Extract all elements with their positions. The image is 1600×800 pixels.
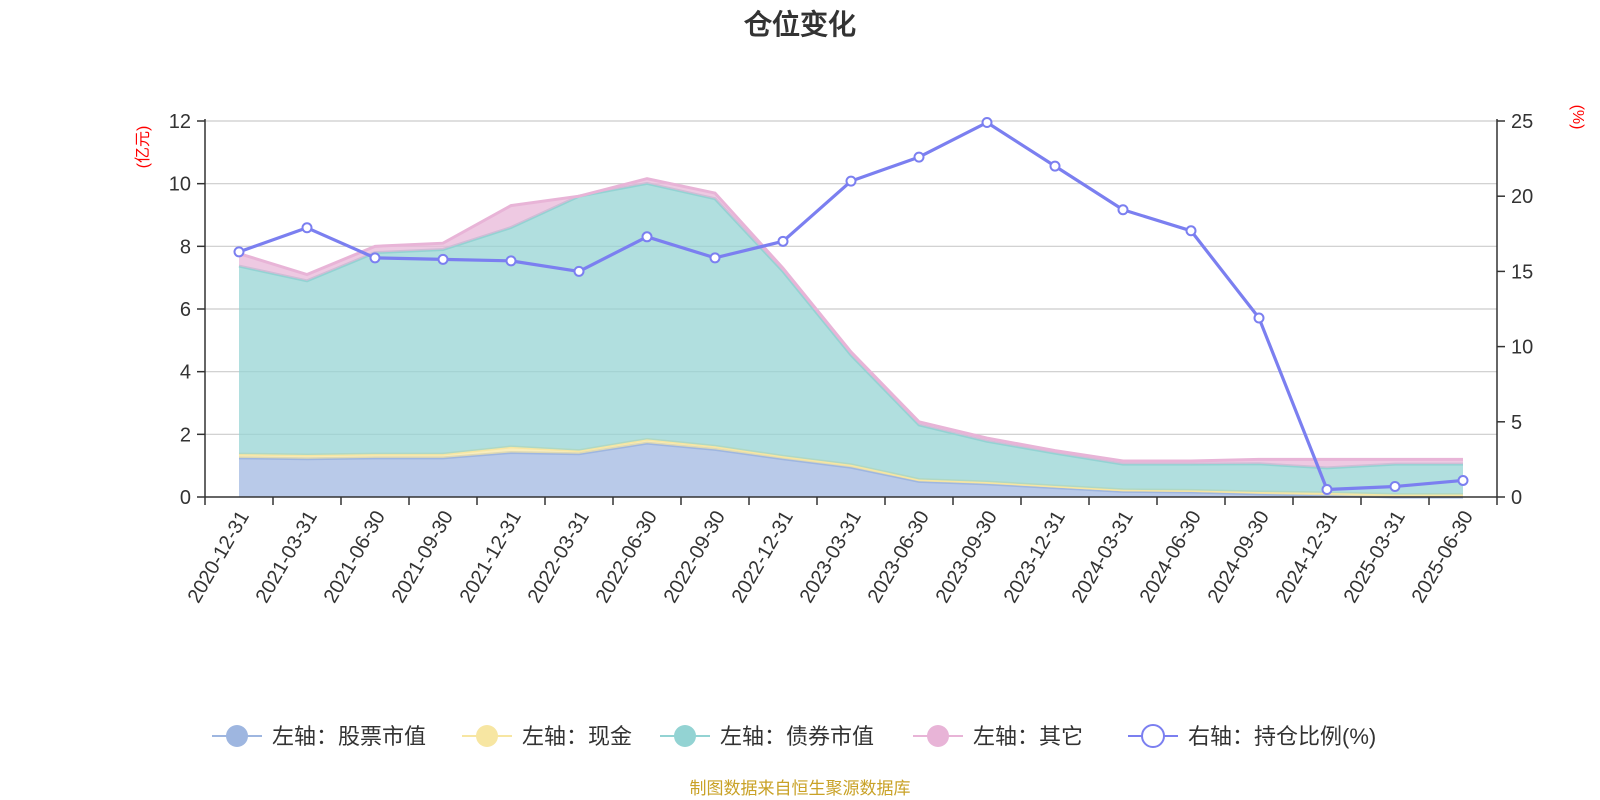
ratio-point xyxy=(369,252,381,264)
stacked-areas xyxy=(238,177,1463,499)
ratio-point xyxy=(301,222,313,234)
ratio-point xyxy=(1117,204,1129,216)
legend-item-1[interactable]: 左轴：现金 xyxy=(462,724,632,749)
x-tick-label: 2024-12-31 xyxy=(1272,507,1342,607)
ratio-point xyxy=(1457,474,1469,486)
ratio-point xyxy=(1253,312,1265,324)
ratio-point xyxy=(777,235,789,247)
right-tick-label: 15 xyxy=(1511,261,1533,283)
legend-label: 左轴：其它 xyxy=(973,724,1083,749)
ratio-point xyxy=(1321,483,1333,495)
left-axis-unit: (亿元) xyxy=(134,126,152,169)
right-tick-label: 0 xyxy=(1511,487,1522,509)
x-tick-label: 2023-03-31 xyxy=(796,507,866,607)
ratio-point xyxy=(709,252,721,264)
left-tick-label: 0 xyxy=(180,487,191,509)
left-tick-label: 6 xyxy=(180,299,191,321)
ratio-point xyxy=(233,246,245,258)
right-tick-label: 5 xyxy=(1511,412,1522,434)
legend-label: 右轴：持仓比例(%) xyxy=(1188,724,1376,749)
left-tick-label: 12 xyxy=(169,111,191,133)
x-tick-label: 2021-06-30 xyxy=(320,507,390,607)
legend-label: 左轴：债券市值 xyxy=(720,724,874,749)
x-tick-label: 2025-06-30 xyxy=(1408,507,1478,607)
x-tick-label: 2021-09-30 xyxy=(388,507,458,607)
x-tick-label: 2021-03-31 xyxy=(252,507,322,607)
ratio-point xyxy=(1185,225,1197,237)
right-tick-label: 10 xyxy=(1511,337,1533,359)
left-tick-label: 8 xyxy=(180,236,191,258)
legend-label: 左轴：股票市值 xyxy=(272,724,426,749)
x-tick-label: 2023-09-30 xyxy=(932,507,1002,607)
legend-item-2[interactable]: 左轴：债券市值 xyxy=(660,724,874,749)
right-tick-label: 20 xyxy=(1511,186,1533,208)
area-0 xyxy=(239,443,1463,497)
legend-marker xyxy=(476,725,498,747)
x-tick-label: 2024-09-30 xyxy=(1204,507,1274,607)
legend-marker xyxy=(927,725,949,747)
ratio-point xyxy=(437,253,449,265)
left-tick-label: 10 xyxy=(169,174,191,196)
legend-item-3[interactable]: 左轴：其它 xyxy=(913,724,1083,749)
x-tick-label: 2023-06-30 xyxy=(864,507,934,607)
x-tick-label: 2022-03-31 xyxy=(524,507,594,607)
ratio-point xyxy=(1389,480,1401,492)
area-edge-3 xyxy=(238,177,1463,463)
ratio-line xyxy=(233,117,1469,495)
data-source-note: 制图数据来自恒生聚源数据库 xyxy=(690,779,911,798)
x-tick-label: 2024-03-31 xyxy=(1068,507,1138,607)
legend-marker xyxy=(1141,724,1165,748)
ratio-point xyxy=(1049,160,1061,172)
ratio-point xyxy=(845,175,857,187)
left-tick-label: 2 xyxy=(180,424,191,446)
x-tick-label: 2021-12-31 xyxy=(456,507,526,607)
legend-item-4[interactable]: 右轴：持仓比例(%) xyxy=(1128,724,1376,749)
legend-marker xyxy=(226,725,248,747)
x-tick-label: 2023-12-31 xyxy=(1000,507,1070,607)
x-tick-label: 2022-12-31 xyxy=(728,507,798,607)
x-tick-label: 2022-06-30 xyxy=(592,507,662,607)
right-axis-unit: (%) xyxy=(1569,105,1586,130)
left-tick-label: 4 xyxy=(180,362,191,384)
legend-item-0[interactable]: 左轴：股票市值 xyxy=(212,724,426,749)
ratio-point xyxy=(913,151,925,163)
right-tick-label: 25 xyxy=(1511,111,1533,133)
legend-marker xyxy=(674,725,696,747)
ratio-point xyxy=(981,117,993,129)
legend[interactable]: 左轴：股票市值 左轴：现金 左轴：债券市值 左轴：其它 右轴：持仓比例(%) xyxy=(212,724,1376,749)
ratio-point xyxy=(573,265,585,277)
ratio-point xyxy=(641,231,653,243)
area-2 xyxy=(239,183,1463,495)
legend-label: 左轴：现金 xyxy=(522,724,632,749)
x-tick-label: 2025-03-31 xyxy=(1340,507,1410,607)
chart-title: 仓位变化 xyxy=(744,8,856,40)
x-tick-label: 2024-06-30 xyxy=(1136,507,1206,607)
x-tick-label: 2020-12-31 xyxy=(184,507,254,607)
ratio-point xyxy=(505,255,517,267)
x-tick-label: 2022-09-30 xyxy=(660,507,730,607)
